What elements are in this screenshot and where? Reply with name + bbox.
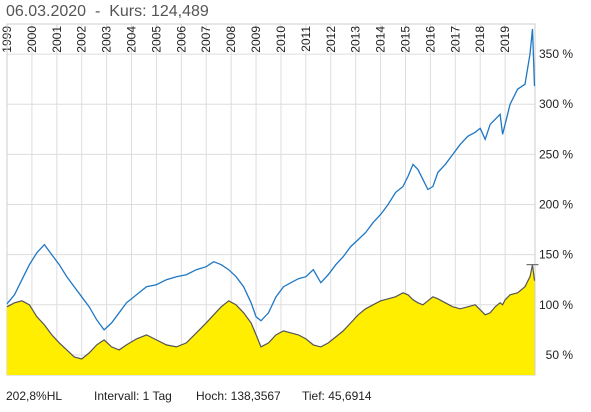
x-tick-label: 2013 [349, 26, 363, 53]
x-tick-label: 2012 [324, 26, 338, 53]
x-tick-label: 2000 [25, 26, 39, 53]
x-tick-label: 2003 [100, 26, 114, 53]
y-tick-label: 350 % [539, 47, 573, 61]
x-tick-label: 2004 [125, 26, 139, 53]
x-tick-label: 2001 [50, 26, 64, 53]
x-tick-label: 2002 [75, 26, 89, 53]
x-tick-label: 2009 [249, 26, 263, 53]
x-tick-label: 2015 [398, 26, 412, 53]
range-percentage: 202,8%HL [6, 389, 63, 403]
y-tick-label: 250 % [539, 147, 573, 161]
x-tick-label: 2010 [274, 26, 288, 53]
line-series-secondary [6, 264, 536, 360]
x-tick-label: 2016 [423, 26, 437, 53]
x-tick-label: 2007 [199, 26, 213, 53]
y-tick-label: 150 % [539, 248, 573, 262]
x-tick-label: 2006 [174, 26, 188, 53]
x-tick-label: 2019 [498, 26, 512, 53]
y-tick-label: 200 % [539, 198, 573, 212]
header-separator: - [94, 3, 101, 20]
line-series-primary [6, 28, 536, 331]
x-tick-label: 2008 [224, 26, 238, 53]
x-tick-label: 2017 [448, 26, 462, 53]
chart-footer: 202,8%HL Intervall: 1 Tag Hoch: 138,3567… [0, 386, 591, 408]
area-fill-secondary [7, 264, 535, 375]
chart-header: 06.03.2020 - Kurs: 124,489 [6, 3, 209, 21]
date-label: 06.03.2020 [6, 3, 87, 20]
kurs-label: Kurs: [109, 3, 147, 20]
low-value: Tief: 45,6914 [302, 389, 372, 403]
kurs-value: 124,489 [150, 3, 209, 20]
y-tick-label: 50 % [546, 348, 574, 362]
x-tick-label: 2011 [299, 26, 313, 52]
price-chart: 1999 2000 2001 2002 2003 2004 2005 2006 2007 2008… [0, 23, 574, 376]
interval-info: Intervall: 1 Tag [94, 389, 172, 403]
y-tick-label: 300 % [539, 97, 573, 111]
x-tick-label: 2018 [473, 26, 487, 53]
y-tick-label: 100 % [539, 298, 573, 312]
high-value: Hoch: 138,3567 [196, 389, 281, 403]
x-tick-label: 2014 [374, 26, 388, 53]
x-tick-label: 2005 [149, 26, 163, 53]
